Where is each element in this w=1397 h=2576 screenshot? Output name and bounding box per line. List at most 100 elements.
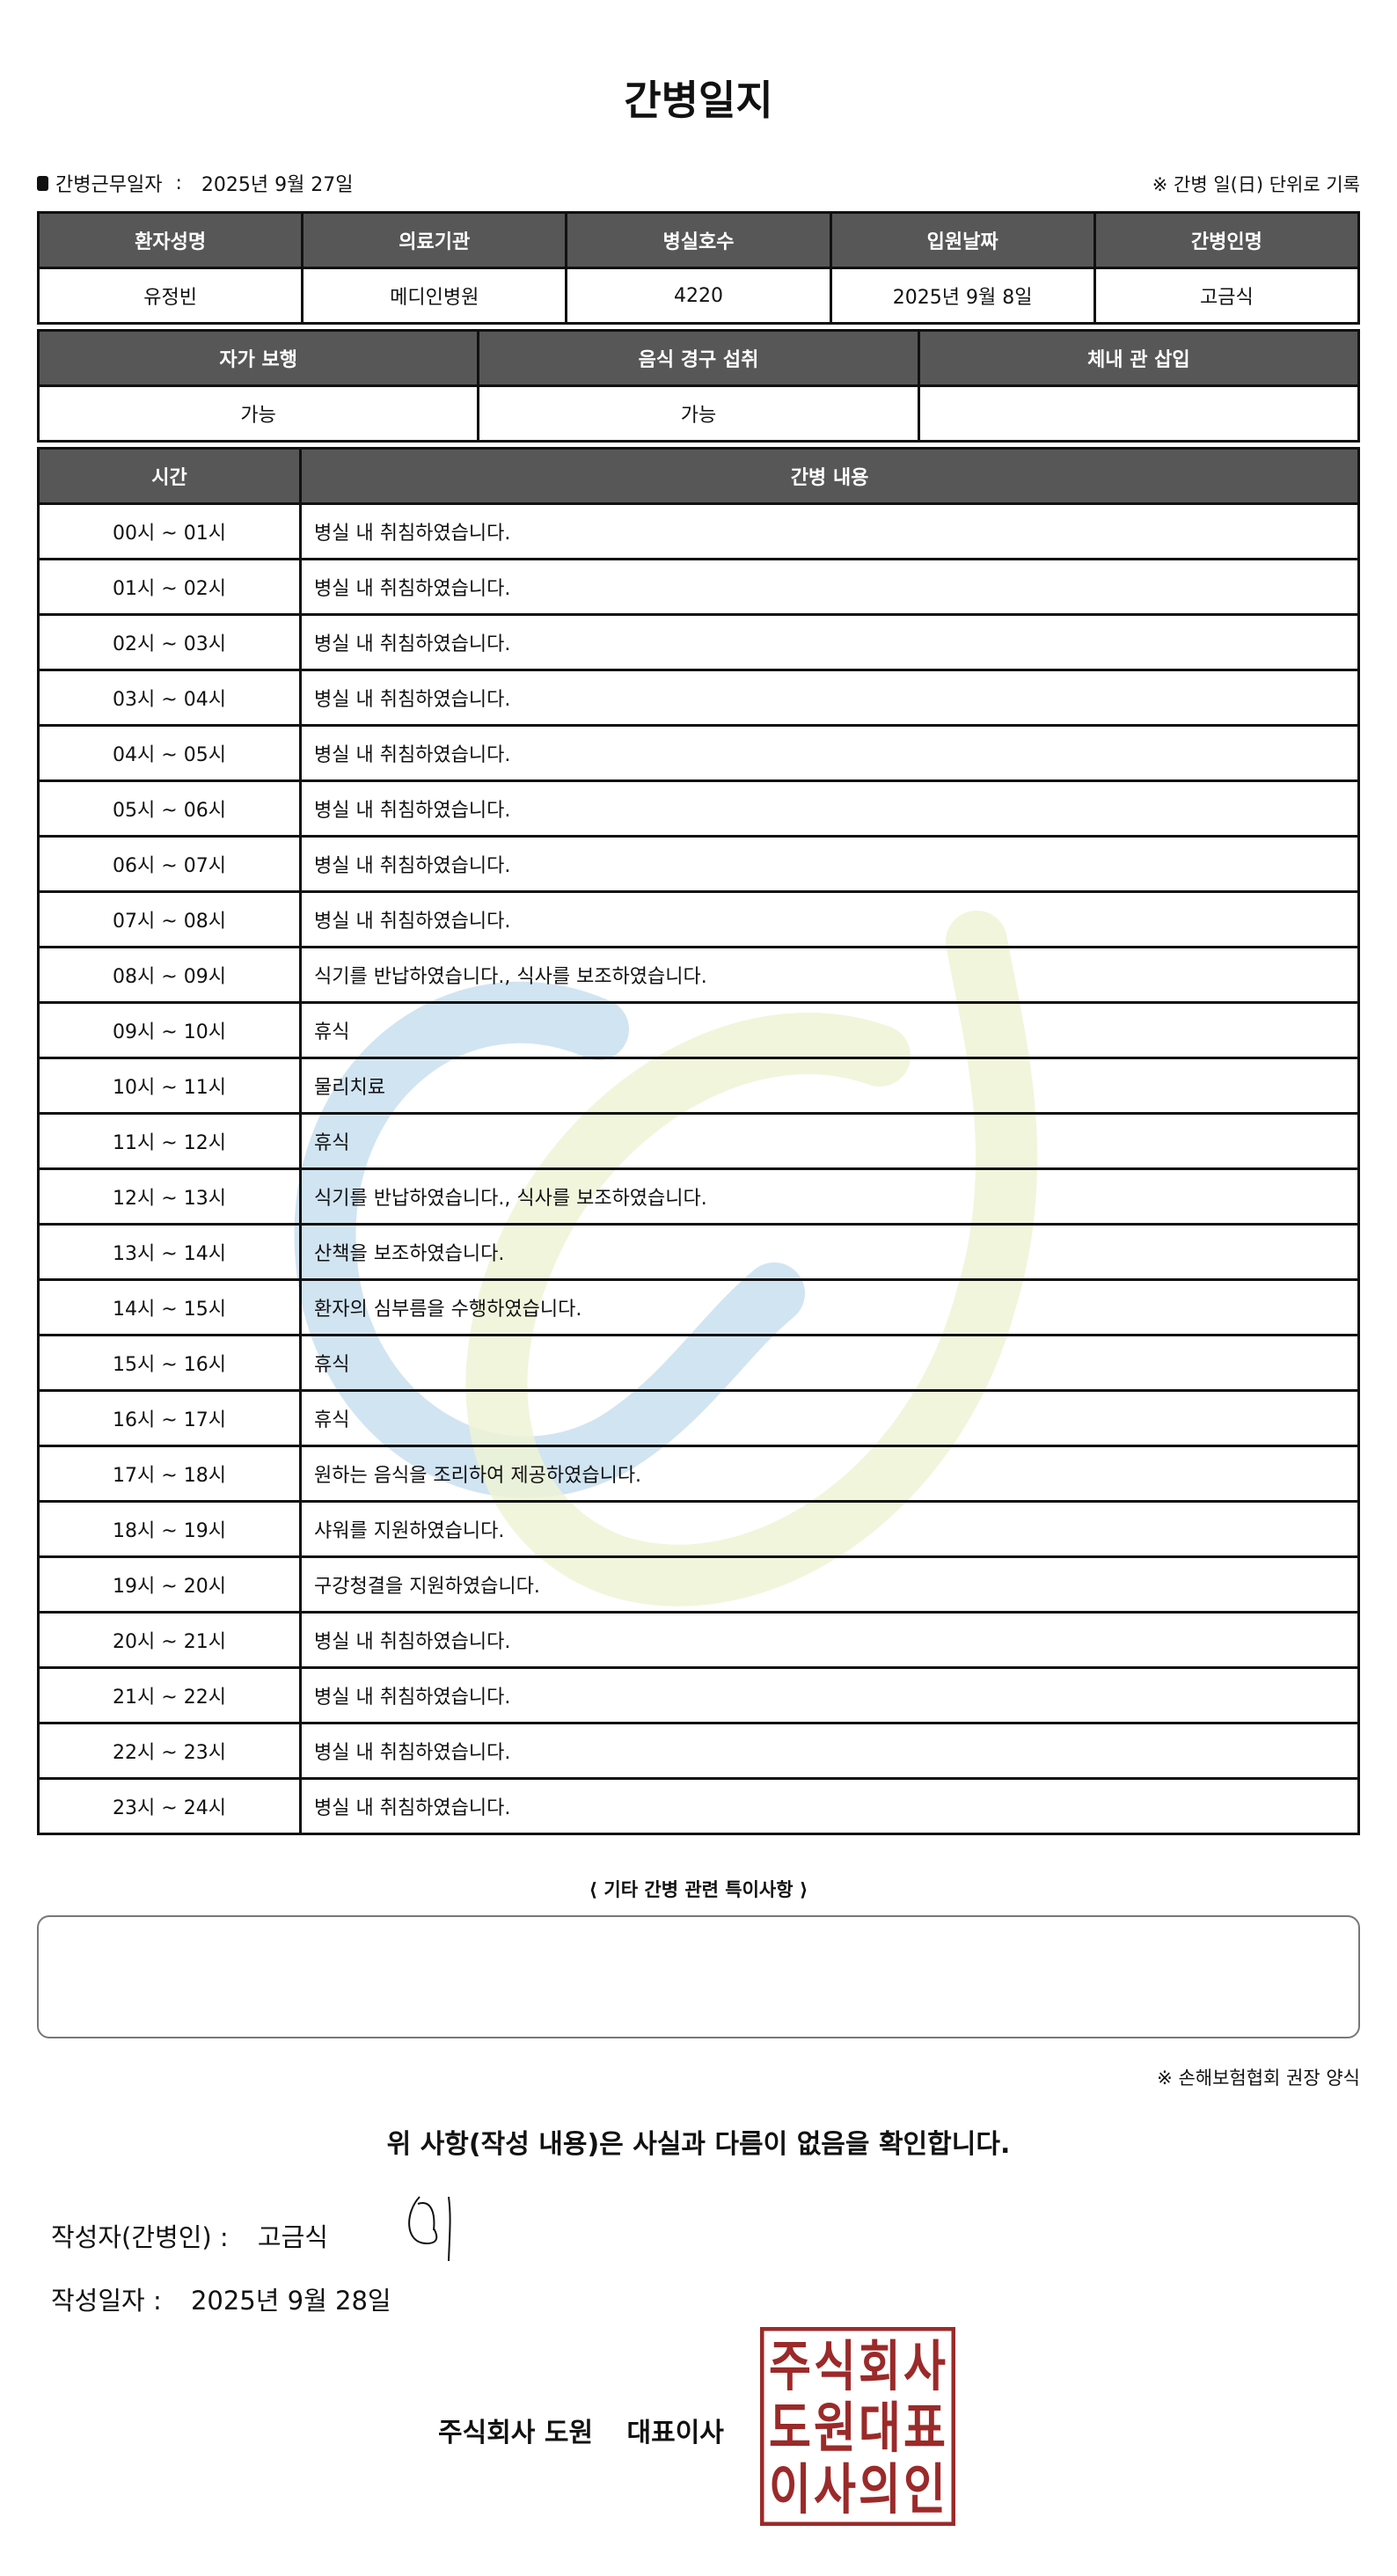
time-cell: 23시 ~ 24시: [37, 1777, 302, 1835]
content-cell: 병실 내 취침하였습니다.: [299, 1611, 1360, 1669]
time-cell: 15시 ~ 16시: [37, 1334, 302, 1392]
content-cell: 샤워를 지원하였습니다.: [299, 1500, 1360, 1558]
time-cell: 12시 ~ 13시: [37, 1167, 302, 1226]
time-cell: 19시 ~ 20시: [37, 1555, 302, 1614]
status-header: 자가 보행: [36, 329, 480, 387]
seal-char: 원: [814, 2396, 856, 2460]
time-cell: 18시 ~ 19시: [37, 1500, 302, 1558]
content-cell: 병실 내 취침하였습니다.: [299, 1722, 1360, 1780]
status-header: 음식 경구 섭취: [477, 329, 920, 387]
content-cell: 병실 내 취침하였습니다.: [299, 669, 1360, 727]
time-cell: 01시 ~ 02시: [37, 558, 302, 616]
time-cell: 14시 ~ 15시: [37, 1278, 302, 1336]
time-cell: 10시 ~ 11시: [37, 1057, 302, 1115]
table-row: 15시 ~ 16시 휴식: [37, 1334, 1360, 1392]
table-row: 18시 ~ 19시 샤워를 지원하였습니다.: [37, 1500, 1360, 1558]
colon: :: [169, 172, 194, 194]
content-cell: 휴식: [299, 1389, 1360, 1447]
content-cell: 휴식: [299, 1112, 1360, 1170]
table-row: 14시 ~ 15시 환자의 심부름을 수행하였습니다.: [37, 1278, 1360, 1336]
time-cell: 08시 ~ 09시: [37, 946, 302, 1004]
written-date-label: 작성일자 :: [51, 2286, 162, 2316]
seal-char: 사: [814, 2457, 856, 2521]
table-row: 19시 ~ 20시 구강청결을 지원하였습니다.: [37, 1555, 1360, 1614]
remarks-box[interactable]: [37, 1915, 1360, 2038]
patient-table: 환자성명 의료기관 병실호수 입원날짜 간병인명 유정빈 메디인병원 4220 2025년 9월…: [36, 211, 1361, 325]
seal-char: 대: [859, 2396, 901, 2460]
table-row: 22시 ~ 23시 병실 내 취침하였습니다.: [37, 1722, 1360, 1780]
patient-value: 4220: [565, 267, 832, 325]
company-name: 주식회사 도원: [438, 2418, 594, 2448]
table-row: 00시 ~ 01시 병실 내 취침하였습니다.: [37, 502, 1360, 560]
table-row: 11시 ~ 12시 휴식: [37, 1112, 1360, 1170]
table-row: 16시 ~ 17시 휴식: [37, 1389, 1360, 1447]
work-date: 간병근무일자 : 2025년 9월 27일: [37, 169, 354, 197]
time-cell: 22시 ~ 23시: [37, 1722, 302, 1780]
patient-header: 환자성명: [36, 211, 304, 269]
ceo-title: 대표이사: [626, 2418, 724, 2448]
written-date-line: 작성일자 : 2025년 9월 28일: [51, 2280, 391, 2317]
patient-header: 간병인명: [1093, 211, 1361, 269]
seal-char: 식: [814, 2334, 856, 2398]
time-cell: 05시 ~ 06시: [37, 779, 302, 838]
unit-note: ※ 간병 일(日) 단위로 기록: [1152, 174, 1360, 195]
content-cell: 병실 내 취침하였습니다.: [299, 890, 1360, 948]
table-row: 20시 ~ 21시 병실 내 취침하였습니다.: [37, 1611, 1360, 1669]
seal-char: 의: [859, 2457, 901, 2521]
table-row: 23시 ~ 24시 병실 내 취침하였습니다.: [37, 1777, 1360, 1835]
time-cell: 07시 ~ 08시: [37, 890, 302, 948]
care-log-table: 시간 간병 내용 00시 ~ 01시 병실 내 취침하였습니다. 01시 ~ 02시 병…: [37, 447, 1360, 1835]
company-line: 주식회사 도원 대표이사: [438, 2411, 724, 2449]
bullet-icon: [37, 175, 48, 191]
table-row: 03시 ~ 04시 병실 내 취침하였습니다.: [37, 669, 1360, 727]
content-cell: 병실 내 취침하였습니다.: [299, 1666, 1360, 1724]
table-row: 08시 ~ 09시 식기를 반납하였습니다., 식사를 보조하였습니다.: [37, 946, 1360, 1004]
table-row: 05시 ~ 06시 병실 내 취침하였습니다.: [37, 779, 1360, 838]
author-line: 작성자(간병인) : 고금식: [51, 2217, 328, 2254]
table-row: 02시 ~ 03시 병실 내 취침하였습니다.: [37, 613, 1360, 671]
time-cell: 04시 ~ 05시: [37, 724, 302, 782]
seal-char: 이: [769, 2457, 811, 2521]
patient-value: 2025년 9월 8일: [829, 267, 1096, 325]
time-cell: 21시 ~ 22시: [37, 1666, 302, 1724]
seal-char: 사: [903, 2334, 946, 2398]
signature-icon: [408, 2196, 451, 2261]
content-cell: 원하는 음식을 조리하여 제공하였습니다.: [299, 1445, 1360, 1503]
time-cell: 17시 ~ 18시: [37, 1445, 302, 1503]
table-row: 09시 ~ 10시 휴식: [37, 1001, 1360, 1059]
table-row: 04시 ~ 05시 병실 내 취침하였습니다.: [37, 724, 1360, 782]
status-value: 가능: [477, 384, 920, 443]
time-cell: 00시 ~ 01시: [37, 502, 302, 560]
time-cell: 16시 ~ 17시: [37, 1389, 302, 1447]
patient-header: 입원날짜: [829, 211, 1096, 269]
time-cell: 20시 ~ 21시: [37, 1611, 302, 1669]
content-cell: 병실 내 취침하였습니다.: [299, 613, 1360, 671]
content-cell: 휴식: [299, 1334, 1360, 1392]
time-cell: 02시 ~ 03시: [37, 613, 302, 671]
status-value: 가능: [36, 384, 480, 443]
header-time: 시간: [37, 447, 302, 505]
content-cell: 물리치료: [299, 1057, 1360, 1115]
table-row: 21시 ~ 22시 병실 내 취침하였습니다.: [37, 1666, 1360, 1724]
seal-char: 인: [903, 2457, 946, 2521]
page-title: 간병일지: [624, 77, 773, 124]
time-cell: 03시 ~ 04시: [37, 669, 302, 727]
patient-value: 유정빈: [36, 267, 304, 325]
content-cell: 병실 내 취침하였습니다.: [299, 558, 1360, 616]
time-cell: 06시 ~ 07시: [37, 835, 302, 893]
content-cell: 병실 내 취침하였습니다.: [299, 724, 1360, 782]
author-name: 고금식: [257, 2222, 328, 2252]
time-cell: 13시 ~ 14시: [37, 1223, 302, 1281]
table-row: 06시 ~ 07시 병실 내 취침하였습니다.: [37, 835, 1360, 893]
seal-char: 도: [769, 2396, 811, 2460]
seal-char: 주: [769, 2334, 811, 2398]
header-content: 간병 내용: [299, 447, 1360, 505]
content-cell: 병실 내 취침하였습니다.: [299, 502, 1360, 560]
content-cell: 병실 내 취침하였습니다.: [299, 1777, 1360, 1835]
patient-header: 의료기관: [301, 211, 568, 269]
content-cell: 휴식: [299, 1001, 1360, 1059]
status-table: 자가 보행 음식 경구 섭취 체내 관 삽입 가능 가능: [36, 329, 1361, 443]
patient-value: 고금식: [1093, 267, 1361, 325]
seal-char: 회: [859, 2334, 901, 2398]
status-header: 체내 관 삽입: [917, 329, 1361, 387]
